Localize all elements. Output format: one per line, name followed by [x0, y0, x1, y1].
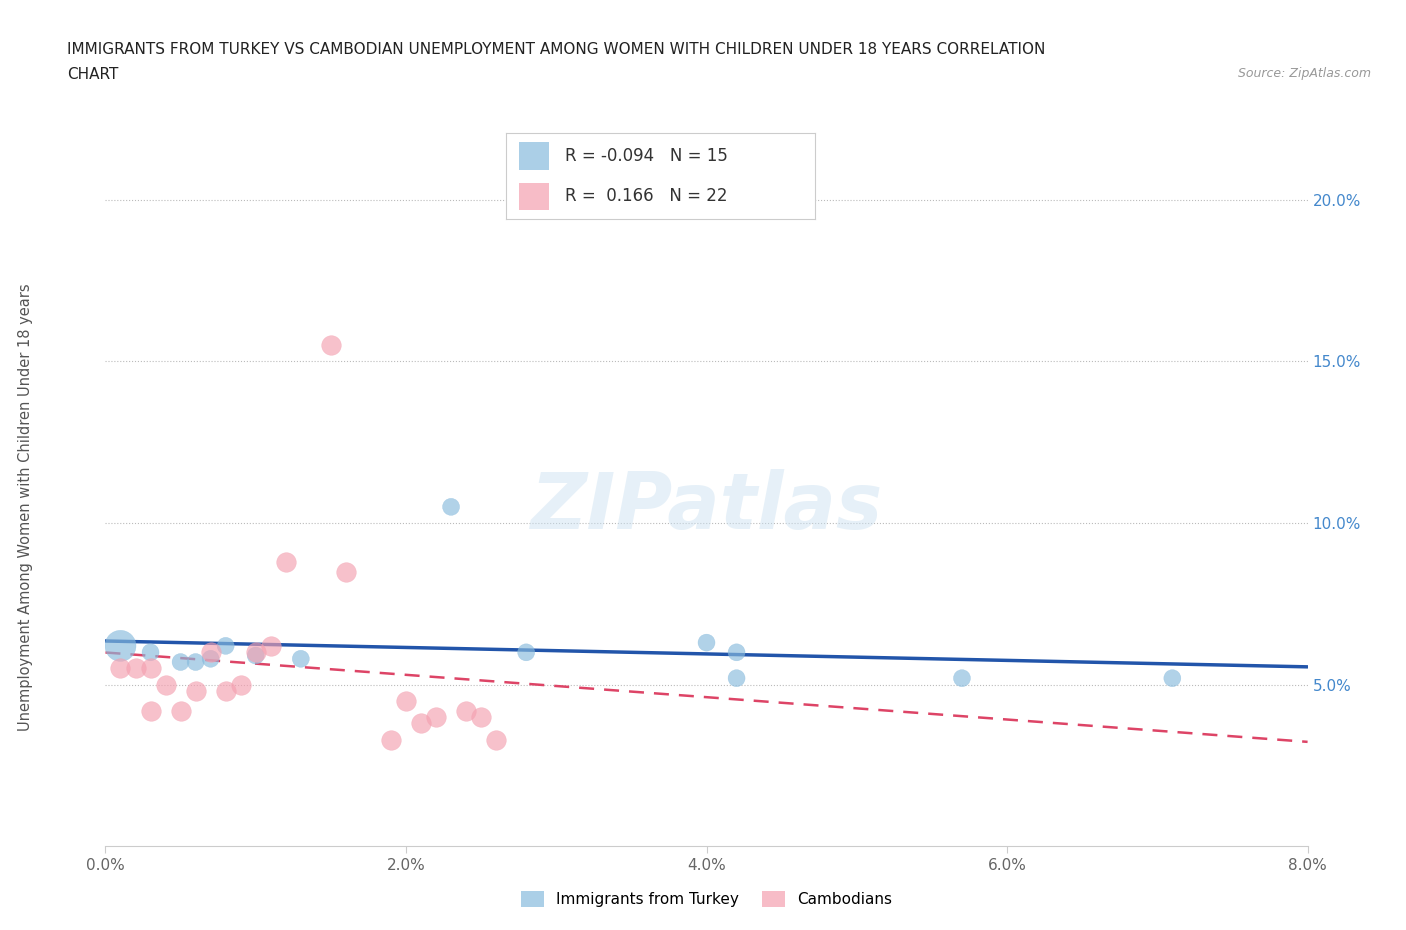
Point	[229, 677, 252, 692]
Point	[139, 703, 162, 718]
Point	[245, 644, 267, 659]
Point	[155, 677, 177, 692]
Point	[470, 710, 492, 724]
Point	[409, 716, 432, 731]
Point	[696, 635, 718, 650]
Point	[110, 638, 132, 653]
Point	[515, 644, 537, 659]
Point	[260, 638, 283, 653]
Point	[454, 703, 477, 718]
Point	[1161, 671, 1184, 685]
Point	[950, 671, 973, 685]
Point	[440, 499, 463, 514]
Point	[184, 655, 207, 670]
Point	[245, 648, 267, 663]
Text: Source: ZipAtlas.com: Source: ZipAtlas.com	[1237, 67, 1371, 80]
Text: R =  0.166   N = 22: R = 0.166 N = 22	[565, 187, 727, 206]
Point	[169, 703, 191, 718]
Point	[139, 661, 162, 676]
Text: ZIPatlas: ZIPatlas	[530, 469, 883, 545]
Text: IMMIGRANTS FROM TURKEY VS CAMBODIAN UNEMPLOYMENT AMONG WOMEN WITH CHILDREN UNDER: IMMIGRANTS FROM TURKEY VS CAMBODIAN UNEM…	[67, 42, 1046, 57]
Point	[200, 644, 222, 659]
Point	[274, 554, 297, 569]
Text: CHART: CHART	[67, 67, 120, 82]
Text: Unemployment Among Women with Children Under 18 years: Unemployment Among Women with Children U…	[18, 283, 32, 731]
Legend: Immigrants from Turkey, Cambodians: Immigrants from Turkey, Cambodians	[515, 885, 898, 913]
Point	[184, 684, 207, 698]
Point	[139, 644, 162, 659]
Point	[725, 644, 748, 659]
Point	[200, 651, 222, 666]
Point	[335, 565, 357, 579]
Point	[319, 338, 342, 352]
Bar	[519, 142, 550, 170]
Point	[110, 661, 132, 676]
Point	[380, 732, 402, 747]
Point	[169, 655, 191, 670]
Point	[485, 732, 508, 747]
Point	[214, 684, 236, 698]
Point	[425, 710, 447, 724]
Point	[395, 694, 418, 709]
Bar	[519, 182, 550, 210]
Point	[214, 638, 236, 653]
Point	[290, 651, 312, 666]
Point	[725, 671, 748, 685]
Text: R = -0.094   N = 15: R = -0.094 N = 15	[565, 147, 728, 166]
Point	[124, 661, 146, 676]
